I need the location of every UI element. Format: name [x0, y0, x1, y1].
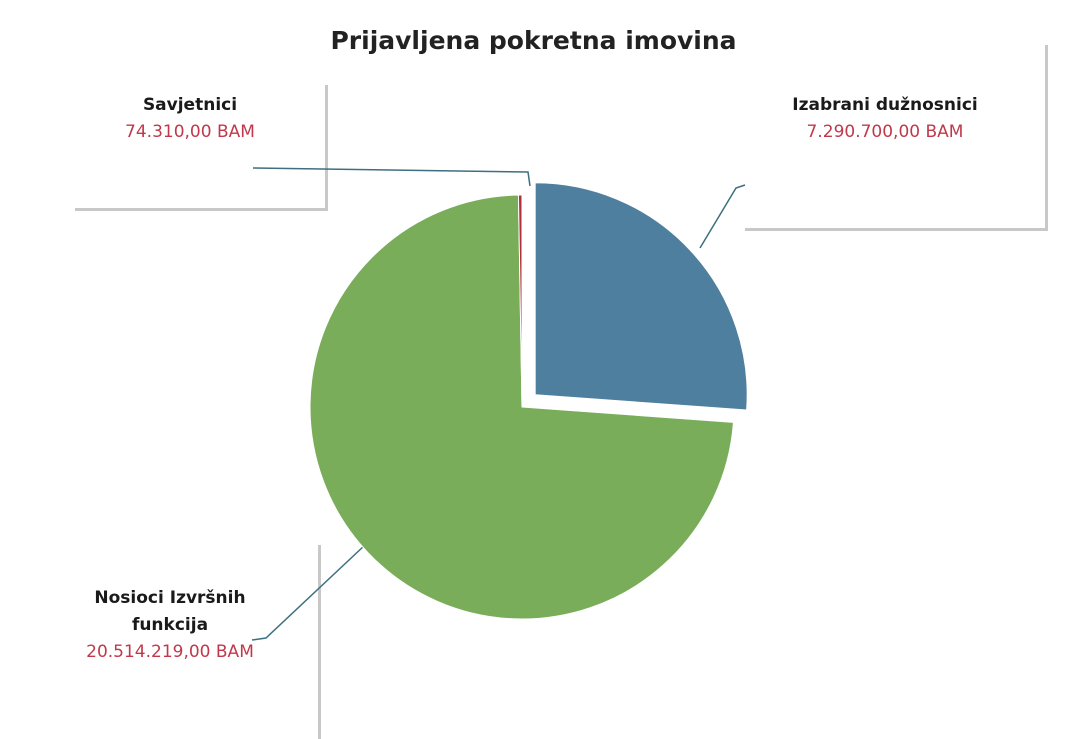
- value-label: 74.310,00 BAM: [125, 122, 255, 142]
- category-label: Izabrani dužnosnici: [792, 95, 978, 115]
- pie-slice: [534, 182, 748, 411]
- label-box: [75, 85, 328, 211]
- label-box: [745, 45, 1048, 231]
- data-label: Nosioci Izvršnih funkcija 20.514.219,00 …: [55, 585, 285, 666]
- category-label: Nosioci Izvršnih funkcija: [94, 588, 246, 635]
- leader-line: [251, 544, 366, 641]
- leader-line: [699, 184, 746, 249]
- leader-line: [252, 167, 531, 187]
- data-label: Izabrani dužnosnici 7.290.700,00 BAM: [755, 92, 1015, 146]
- value-label: 20.514.219,00 BAM: [86, 642, 254, 662]
- data-label: Savjetnici 74.310,00 BAM: [85, 92, 295, 146]
- chart-title: Prijavljena pokretna imovina: [330, 26, 737, 55]
- category-label: Savjetnici: [142, 95, 238, 115]
- pie-slice: [517, 194, 523, 408]
- value-label: 7.290.700,00 BAM: [806, 122, 964, 142]
- label-box: [318, 545, 321, 739]
